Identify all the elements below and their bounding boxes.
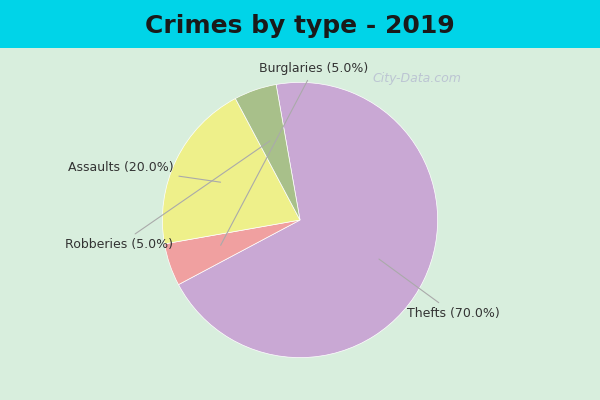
Text: Crimes by type - 2019: Crimes by type - 2019 <box>145 14 455 38</box>
Wedge shape <box>164 220 300 284</box>
Text: Robberies (5.0%): Robberies (5.0%) <box>65 141 270 251</box>
Text: Assaults (20.0%): Assaults (20.0%) <box>68 161 221 182</box>
Text: Thefts (70.0%): Thefts (70.0%) <box>379 259 500 320</box>
Wedge shape <box>163 98 300 244</box>
Wedge shape <box>235 84 300 220</box>
Wedge shape <box>179 82 437 358</box>
Text: Burglaries (5.0%): Burglaries (5.0%) <box>221 62 368 245</box>
Text: City-Data.com: City-Data.com <box>373 72 461 85</box>
